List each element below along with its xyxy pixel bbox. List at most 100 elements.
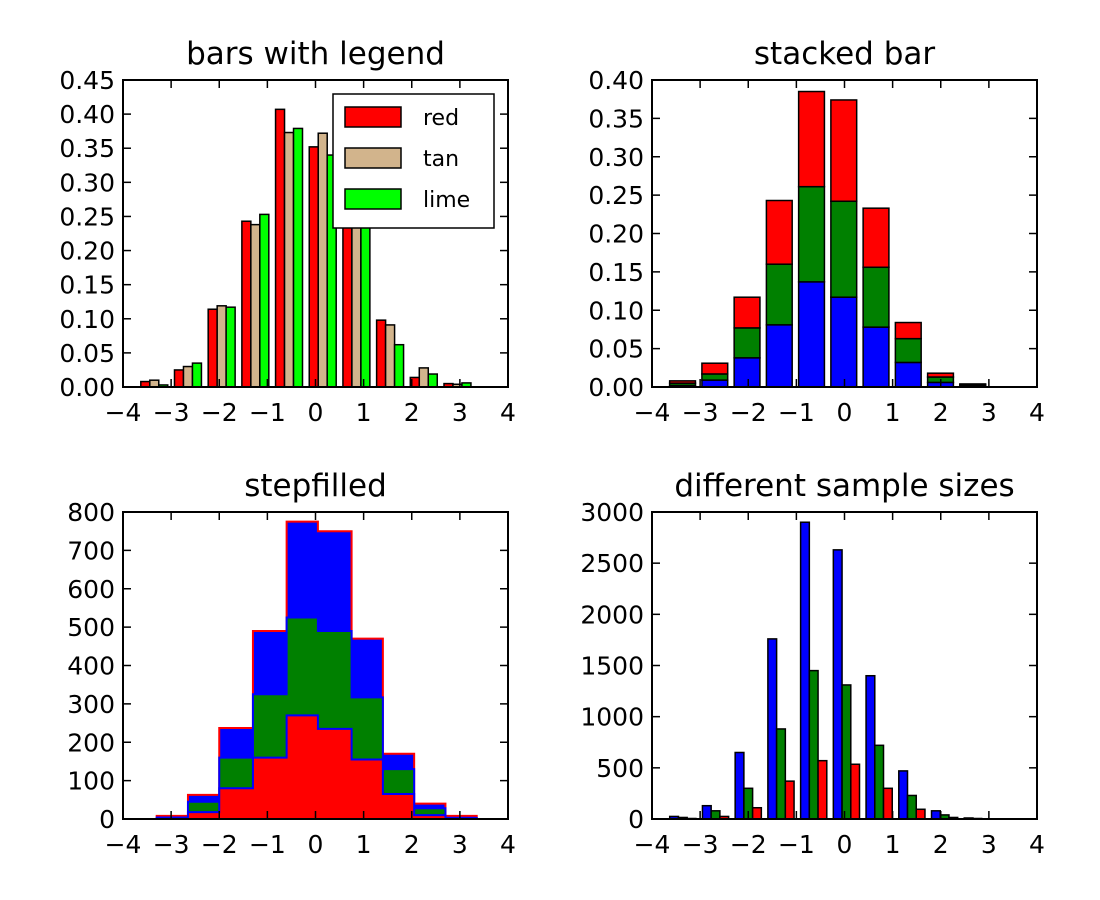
y-tick-label: 200 [67, 728, 115, 757]
stacked-bar-s0-b6 [862, 326, 890, 388]
y-tick-label: 0.35 [59, 134, 115, 163]
x-tick-label: 0 [837, 830, 853, 859]
x-tick-label: 0 [308, 830, 324, 859]
stacked-bar-s2-b7 [894, 321, 922, 340]
stacked-bar-s0-b4 [797, 281, 826, 388]
stacked-bar-s2-b2 [733, 296, 761, 329]
x-tick-label: −1 [778, 398, 815, 427]
stacked-bar-s1-b1 [701, 373, 729, 381]
stacked-bar-s2-b4 [797, 90, 826, 188]
y-tick-label: 0 [99, 805, 115, 834]
y-tick-label: 0.25 [588, 181, 644, 210]
y-tick-label: 0.40 [588, 66, 644, 95]
bar-s0-b1 [173, 369, 185, 388]
bar-s2-b7 [915, 808, 926, 820]
stacked-bar-s1-b3 [765, 263, 793, 326]
stacked-bar-s1-b7 [894, 337, 922, 364]
y-tick-label: 0.30 [588, 143, 644, 172]
bar-s1-b5 [317, 132, 328, 388]
y-tick-label: 400 [67, 652, 115, 681]
stacked-bar-s1-b2 [733, 327, 761, 359]
x-tick-label: −2 [730, 830, 767, 859]
y-tick-label: 0 [628, 805, 644, 834]
y-tick-label: 0.20 [59, 237, 115, 266]
bar-s0-b5 [832, 549, 843, 820]
y-tick-label: 800 [67, 498, 115, 527]
y-tick-label: 0.05 [588, 335, 644, 364]
legend-swatch [344, 147, 402, 169]
stacked-bar-s2-b1 [701, 362, 729, 375]
chart-title: different sample sizes [674, 468, 1014, 504]
x-tick-label: 1 [885, 398, 901, 427]
x-tick-label: 1 [356, 398, 372, 427]
bar-s1-b3 [250, 223, 261, 388]
x-tick-label: 0 [308, 398, 324, 427]
bar-s2-b7 [393, 343, 405, 388]
bar-s2-b3 [259, 213, 270, 388]
y-tick-label: 0.10 [59, 305, 115, 334]
stacked-bar-s1-b4 [797, 185, 826, 283]
bar-s1-b7 [906, 794, 917, 820]
y-tick-label: 0.15 [588, 258, 644, 287]
y-tick-label: 0.35 [588, 104, 644, 133]
y-tick-label: 0.05 [59, 339, 115, 368]
bar-s1-b2 [216, 305, 227, 388]
y-tick-label: 0.40 [59, 100, 115, 129]
x-tick-label: 4 [1029, 398, 1045, 427]
stacked-bar-s0-b7 [894, 361, 922, 388]
bar-s1-b1 [710, 810, 721, 820]
bar-s1-b3 [775, 728, 787, 820]
bar-s0-b6 [865, 674, 876, 820]
x-tick-label: 3 [452, 398, 468, 427]
bar-s1-b0 [149, 379, 160, 388]
x-tick-label: 2 [404, 830, 420, 859]
bar-s0-b7 [375, 319, 387, 388]
stacked-bar-s2-b0 [668, 380, 697, 384]
x-tick-label: −4 [105, 398, 142, 427]
y-tick-label: 0.10 [588, 296, 644, 325]
x-tick-label: 1 [356, 830, 372, 859]
bar-s0-b2 [734, 751, 745, 820]
x-tick-label: −1 [249, 398, 286, 427]
y-tick-label: 700 [67, 536, 115, 565]
bar-s1-b8 [418, 367, 430, 388]
stacked-bar-s2-b5 [830, 99, 858, 203]
x-tick-label: −4 [105, 830, 142, 859]
legend-label: red [423, 106, 459, 131]
bar-s0-b5 [308, 146, 319, 388]
chart-title: stacked bar [754, 36, 935, 72]
y-tick-label: 0.25 [59, 202, 115, 231]
subplot-stepfilled: −4 −3 −2 −1 0 1 2 3 4 0 100 200 300 400 500 600 700 800 st… [67, 468, 516, 859]
y-tick-label: 500 [596, 754, 644, 783]
legend-label: lime [423, 188, 470, 213]
x-tick-label: 2 [933, 398, 949, 427]
bar-s0-b4 [274, 108, 286, 388]
bar-s0-b7 [898, 770, 909, 820]
x-tick-label: 1 [885, 830, 901, 859]
y-tick-label: 500 [67, 613, 115, 642]
legend-swatch [344, 188, 402, 210]
y-tick-label: 100 [67, 767, 115, 796]
stacked-bar-s1-b6 [862, 266, 890, 328]
subplot-different-sample-sizes: −4 −3 −2 −1 0 1 2 3 4 0 500 1000 1500 2000 2500 3000 dif… [580, 468, 1045, 859]
bar-s2-b2 [225, 306, 236, 388]
bar-s0-b4 [799, 521, 811, 820]
y-tick-label: 300 [67, 690, 115, 719]
y-tick-label: 2500 [580, 549, 644, 578]
stacked-bar-s1-b5 [830, 200, 858, 298]
bar-s1-b4 [808, 669, 819, 820]
bar-s2-b4 [292, 127, 304, 388]
x-tick-label: −4 [634, 830, 671, 859]
y-tick-label: 0.00 [59, 373, 115, 402]
x-tick-label: −2 [201, 398, 238, 427]
stacked-bar-s2-b6 [862, 207, 890, 269]
stacked-bar-s0-b1 [701, 379, 729, 388]
x-tick-label: 3 [981, 398, 997, 427]
x-tick-label: 4 [500, 398, 516, 427]
chart-title: stepfilled [244, 468, 387, 504]
bar-s0-b2 [207, 308, 218, 388]
x-tick-label: 0 [837, 398, 853, 427]
bar-s0-b3 [767, 638, 778, 820]
bar-s1-b5 [841, 684, 852, 820]
x-tick-label: −4 [634, 398, 671, 427]
